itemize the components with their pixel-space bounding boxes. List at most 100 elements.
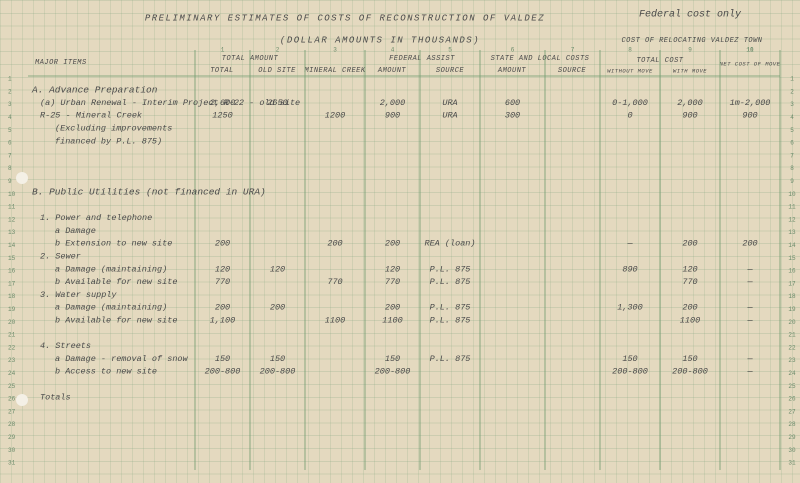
cell-value: 1,100 bbox=[210, 315, 236, 325]
cell-value: — bbox=[626, 239, 633, 249]
cell-value: URA bbox=[442, 111, 457, 121]
cell-value: 120 bbox=[385, 264, 400, 274]
column-header: Mineral Creek bbox=[304, 67, 365, 75]
line-number: 10 bbox=[8, 191, 16, 198]
cell-value: 1250 bbox=[212, 111, 232, 121]
line-number: 21 bbox=[8, 332, 16, 339]
cell-value: 1100 bbox=[382, 315, 402, 325]
line-number: 12 bbox=[8, 216, 16, 223]
line-number: 25 bbox=[8, 383, 16, 390]
cell-value: 120 bbox=[682, 264, 697, 274]
cell-value: 150 bbox=[622, 354, 637, 364]
cell-value: — bbox=[746, 315, 753, 325]
cell-value: P.L. 875 bbox=[430, 315, 471, 325]
line-number: 18 bbox=[788, 293, 796, 300]
line-number: 16 bbox=[8, 268, 16, 275]
cell-value: 1100 bbox=[325, 315, 345, 325]
item-label: a Damage bbox=[55, 226, 96, 236]
line-number: 23 bbox=[788, 357, 796, 364]
cell-value: 900 bbox=[682, 111, 697, 121]
note: Cost of Relocating Valdez Town bbox=[621, 37, 762, 45]
cell-value: 900 bbox=[742, 111, 757, 121]
column-number: 10 bbox=[746, 47, 754, 54]
item-label: A. Advance Preparation bbox=[31, 84, 158, 95]
line-number: 21 bbox=[788, 332, 796, 339]
line-number: 22 bbox=[788, 344, 796, 351]
cell-value: P.L. 875 bbox=[430, 277, 471, 287]
line-number: 1 bbox=[790, 76, 794, 83]
line-number: 5 bbox=[8, 127, 12, 134]
line-number: 12 bbox=[788, 216, 796, 223]
cell-value: 150 bbox=[270, 354, 285, 364]
cell-value: 1100 bbox=[680, 315, 700, 325]
line-number: 3 bbox=[8, 101, 12, 108]
column-number: 8 bbox=[628, 47, 632, 54]
line-number: 28 bbox=[788, 421, 796, 428]
column-header: Without Move bbox=[607, 67, 653, 74]
cell-value: 200-800 bbox=[205, 367, 241, 377]
item-label: b Available for new site bbox=[55, 277, 177, 287]
column-number: 2 bbox=[276, 47, 280, 54]
line-number: 9 bbox=[790, 178, 794, 185]
cell-value: 770 bbox=[682, 277, 697, 287]
line-number: 31 bbox=[788, 460, 796, 467]
line-number: 26 bbox=[8, 396, 16, 403]
line-number: 4 bbox=[8, 114, 12, 121]
column-number: 4 bbox=[391, 47, 395, 54]
cell-value: 150 bbox=[215, 354, 230, 364]
line-number: 6 bbox=[8, 140, 12, 147]
column-header: Source bbox=[436, 67, 465, 75]
line-number: 13 bbox=[8, 229, 16, 236]
item-label: 4. Streets bbox=[40, 341, 91, 351]
cell-value: 0 bbox=[627, 111, 632, 121]
item-label: R-25 - Mineral Creek bbox=[40, 111, 143, 121]
cell-value: 1m-2,000 bbox=[730, 98, 771, 108]
item-label: (Excluding improvements bbox=[55, 123, 172, 133]
line-number: 5 bbox=[790, 127, 794, 134]
item-label: 2. Sewer bbox=[40, 251, 81, 261]
line-number: 11 bbox=[788, 204, 796, 211]
line-number: 17 bbox=[788, 280, 796, 287]
line-number: 29 bbox=[788, 434, 796, 441]
punch-hole bbox=[16, 172, 28, 184]
cell-value: URA bbox=[442, 98, 457, 108]
cell-value: P.L. 875 bbox=[430, 303, 471, 313]
line-number: 6 bbox=[790, 140, 794, 147]
line-number: 24 bbox=[788, 370, 796, 377]
cell-value: 120 bbox=[215, 264, 230, 274]
cell-value: 2,000 bbox=[677, 98, 703, 108]
line-number: 25 bbox=[788, 383, 796, 390]
cell-value: — bbox=[746, 277, 753, 287]
line-number: 28 bbox=[8, 421, 16, 428]
cell-value: — bbox=[746, 303, 753, 313]
subtitle: (Dollar Amounts in Thousands) bbox=[280, 35, 480, 45]
cell-value: 200 bbox=[215, 303, 230, 313]
cell-value: — bbox=[746, 264, 753, 274]
cell-value: 200 bbox=[270, 303, 285, 313]
line-number: 8 bbox=[8, 165, 12, 172]
line-number: 19 bbox=[8, 306, 16, 313]
line-number: 15 bbox=[8, 255, 16, 262]
column-header: Amount bbox=[497, 67, 527, 75]
cell-value: 770 bbox=[385, 277, 400, 287]
cell-value: — bbox=[746, 354, 753, 364]
cell-value: 0-1,000 bbox=[612, 98, 648, 108]
line-number: 24 bbox=[8, 370, 16, 377]
cell-value: REA (loan) bbox=[424, 239, 475, 249]
cell-value: 200 bbox=[215, 239, 230, 249]
cell-value: P.L. 875 bbox=[430, 264, 471, 274]
line-number: 8 bbox=[790, 165, 794, 172]
cell-value: 200-800 bbox=[672, 367, 708, 377]
note: Federal cost only bbox=[639, 9, 742, 21]
column-number: 7 bbox=[571, 47, 575, 54]
title: Preliminary Estimates of Costs of Recons… bbox=[145, 13, 545, 23]
cell-value: 890 bbox=[622, 264, 637, 274]
line-number: 31 bbox=[8, 460, 16, 467]
column-number: 6 bbox=[511, 47, 515, 54]
item-label: b Extension to new site bbox=[55, 239, 172, 249]
line-number: 26 bbox=[788, 396, 796, 403]
column-header: Major Items bbox=[35, 59, 87, 67]
cell-value: P.L. 875 bbox=[430, 354, 471, 364]
line-number: 18 bbox=[8, 293, 16, 300]
